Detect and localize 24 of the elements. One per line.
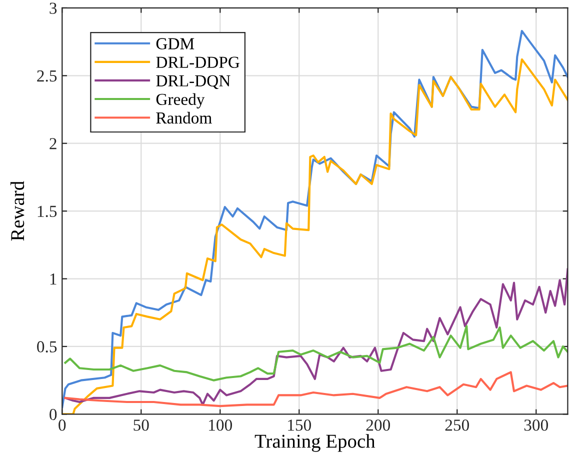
x-tick-label: 200 (366, 420, 390, 431)
legend-label: Random (156, 112, 212, 124)
x-tick-label: 50 (134, 420, 149, 431)
y-tick-label: 3 (50, 2, 57, 14)
y-axis-title: Reward (10, 181, 24, 241)
line-series (64, 268, 568, 406)
legend-label: GDM (156, 38, 194, 50)
y-tick-label: 1 (50, 274, 56, 285)
y-tick-label: 2 (50, 138, 56, 150)
legend-label: DRL-DQN (156, 75, 230, 90)
legend-label: DRL-DDPG (156, 56, 240, 68)
y-tick-label: 0 (50, 408, 57, 420)
y-tick-label: 0.5 (37, 341, 57, 352)
line-series (64, 371, 568, 408)
x-axis-title: Training Epoch (254, 434, 376, 452)
x-tick-label: 300 (524, 420, 548, 431)
legend-label: Greedy (156, 93, 205, 108)
x-tick-label: 100 (209, 420, 232, 431)
x-tick-label: 250 (445, 420, 469, 431)
line-series (64, 325, 568, 382)
y-tick-label: 1.5 (38, 206, 57, 218)
x-tick-label: 150 (288, 420, 311, 431)
y-tick-label: 2.5 (37, 70, 57, 82)
x-tick-label: 0 (58, 420, 66, 431)
